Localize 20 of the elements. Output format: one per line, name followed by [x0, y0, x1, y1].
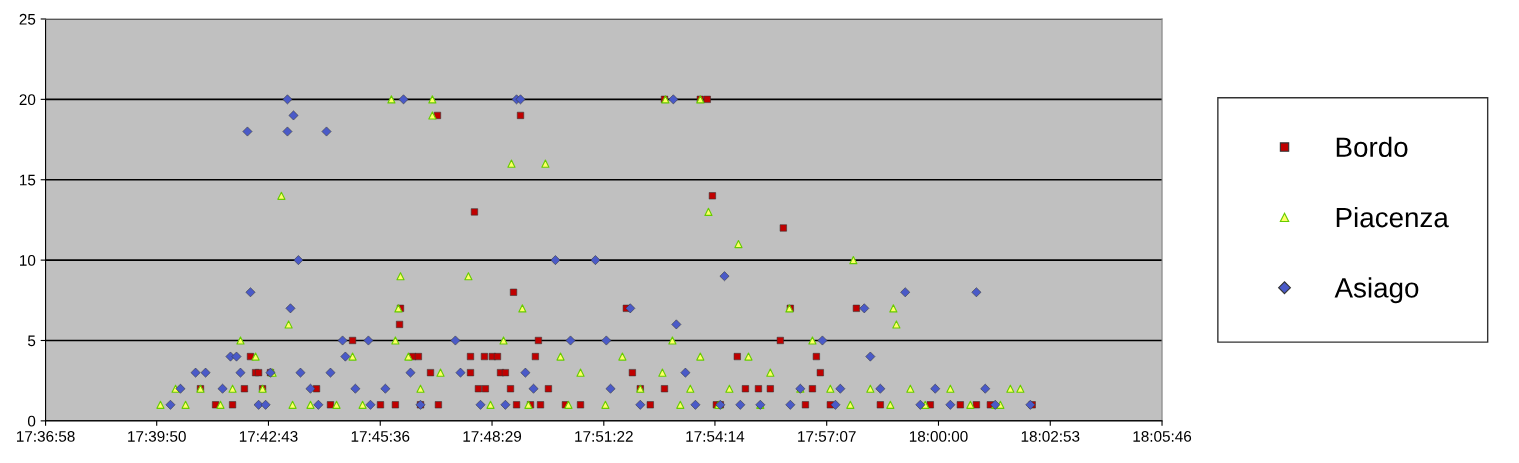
y-tick-label: 10	[20, 254, 36, 266]
y-tick-label: 5	[27, 335, 36, 347]
x-tick-label: 17:42:43	[239, 430, 298, 442]
x-tick-label: 17:54:14	[686, 431, 745, 442]
y-tick-label: 15	[20, 174, 36, 186]
legend-label: Piacenza	[1336, 206, 1449, 228]
x-tick-label: 17:51:22	[575, 430, 633, 442]
x-tick-label: 18:02:53	[1021, 430, 1080, 442]
y-tick-label: 20	[19, 94, 36, 106]
x-tick-label: 18:00:00	[909, 430, 968, 442]
x-tick-label: 18:05:46	[1133, 430, 1192, 442]
y-tick-label: 25	[19, 13, 36, 25]
x-tick-label: 17:36:58	[17, 430, 75, 442]
x-tick-label: 17:57:07	[798, 430, 856, 442]
x-tick-label: 17:48:29	[463, 430, 522, 442]
x-tick-label: 17:45:36	[351, 430, 410, 442]
y-tick-label: 0	[27, 415, 36, 427]
legend-label: Asiago	[1334, 277, 1419, 304]
x-tick-label: 17:39:50	[128, 430, 186, 442]
legend-label: Bordo	[1336, 136, 1408, 158]
